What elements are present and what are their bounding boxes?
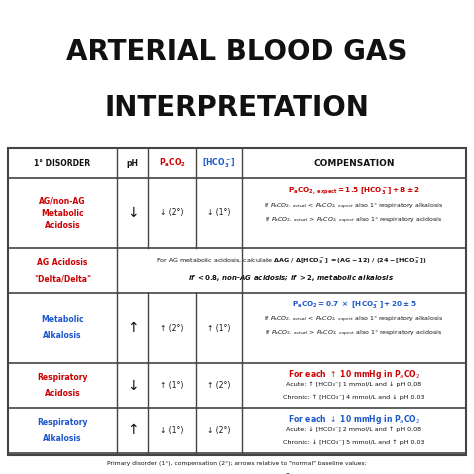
Text: ↑ (1°): ↑ (1°) [160, 381, 184, 390]
Text: ↓ (2°): ↓ (2°) [160, 209, 184, 218]
Text: ↓: ↓ [127, 206, 138, 220]
Text: AG/non-AG: AG/non-AG [39, 197, 86, 206]
Text: $\mathbf{[HCO_3^-]}$: $\mathbf{[HCO_3^-]}$ [202, 156, 236, 170]
Text: 1° DISORDER: 1° DISORDER [35, 158, 91, 167]
Text: INTERPRETATION: INTERPRETATION [105, 94, 369, 122]
Text: For AG metabolic acidosis, calculate $\mathbf{\Delta AG\ /\ \Delta[HCO_3^-]}$ $\: For AG metabolic acidosis, calculate $\m… [156, 256, 427, 265]
Bar [8, 148, 466, 455]
Text: If $P_aCO_{2,\ actual}$ > $P_aCO_{2,\ expect}$ also 1° respiratory acidosis: If $P_aCO_{2,\ actual}$ > $P_aCO_{2,\ ex… [265, 329, 443, 339]
Text: If $P_aCO_{2,\ actual}$ > $P_aCO_{2,\ expect}$ also 1° respiratory acidosis: If $P_aCO_{2,\ actual}$ > $P_aCO_{2,\ ex… [265, 216, 443, 226]
Text: Chronic: ↓ [HCO₃⁻] 5 mmol/L and ↑ pH 0.03: Chronic: ↓ [HCO₃⁻] 5 mmol/L and ↑ pH 0.0… [283, 440, 425, 446]
Text: ↑ (1°): ↑ (1°) [207, 323, 231, 332]
Text: Chronic: ↑ [HCO₃⁻] 4 mmol/L and ↓ pH 0.03: Chronic: ↑ [HCO₃⁻] 4 mmol/L and ↓ pH 0.0… [283, 395, 425, 401]
Text: if $\mathbf{< 0.8}$, non-AG acidosis; if $\mathbf{> 2}$, metabolic alkalosis: if $\mathbf{< 0.8}$, non-AG acidosis; if… [189, 272, 394, 283]
Text: Primary disorder (1°), compensation (2°); arrows relative to "normal" baseline v: Primary disorder (1°), compensation (2°)… [107, 461, 367, 466]
Text: If $P_aCO_{2,\ actual}$ < $P_aCO_{2,\ expect}$ also 1° respiratory alkalosis: If $P_aCO_{2,\ actual}$ < $P_aCO_{2,\ ex… [264, 202, 444, 212]
Text: For each $\downarrow$ 10 mmHg in P$_a$CO$_2$: For each $\downarrow$ 10 mmHg in P$_a$CO… [288, 413, 420, 426]
Text: $\mathbf{P_aCO_2 = 0.7\ \times\ [HCO_3^-] + 20 \pm 5}$: $\mathbf{P_aCO_2 = 0.7\ \times\ [HCO_3^-… [292, 299, 416, 310]
Text: Acute: ↓ [HCO₃⁻] 2 mmol/L and ↑ pH 0.08: Acute: ↓ [HCO₃⁻] 2 mmol/L and ↑ pH 0.08 [286, 427, 421, 432]
Text: If $P_aCO_{2,\ actual}$ < $P_aCO_{2,\ expect}$ also 1° respiratory alkalosis: If $P_aCO_{2,\ actual}$ < $P_aCO_{2,\ ex… [264, 315, 444, 325]
Text: ↓: ↓ [127, 379, 138, 392]
Text: Acute: ↑ [HCO₃⁻] 1 mmol/L and ↓ pH 0.08: Acute: ↑ [HCO₃⁻] 1 mmol/L and ↓ pH 0.08 [286, 382, 421, 387]
Text: pH: pH [127, 158, 138, 167]
Text: ↑: ↑ [127, 423, 138, 438]
Text: Respiratory: Respiratory [37, 373, 88, 382]
Text: ARTERIAL BLOOD GAS: ARTERIAL BLOOD GAS [66, 38, 408, 66]
Text: $\mathbf{P_aCO_2}$: $\mathbf{P_aCO_2}$ [158, 157, 185, 169]
Text: ↑: ↑ [127, 321, 138, 335]
Text: Metabolic: Metabolic [41, 209, 84, 218]
Text: Alkalosis: Alkalosis [43, 331, 82, 340]
Text: Metabolic: Metabolic [41, 316, 84, 325]
Text: For each $\uparrow$ 10 mmHg in P$_a$CO$_2$: For each $\uparrow$ 10 mmHg in P$_a$CO$_… [288, 368, 420, 381]
Text: AG Acidosis: AG Acidosis [37, 258, 88, 267]
Text: ↓ (1°): ↓ (1°) [160, 426, 184, 435]
Text: Acidosis: Acidosis [45, 220, 80, 229]
Text: Alkalosis: Alkalosis [43, 434, 82, 443]
Text: ↑ (2°): ↑ (2°) [207, 381, 231, 390]
Text: Acidosis: Acidosis [45, 389, 80, 398]
Text: $\mathbf{P_aCO_{2,\ expect}}$$\mathbf{= 1.5\ [HCO_3^-] + 8 \pm 2}$: $\mathbf{P_aCO_{2,\ expect}}$$\mathbf{= … [288, 186, 420, 197]
Text: ↑ (2°): ↑ (2°) [160, 323, 184, 332]
Text: COMPENSATION: COMPENSATION [313, 158, 395, 167]
Text: Respiratory: Respiratory [37, 418, 88, 427]
Text: pH 7.35 - 7.45, $\mathbf{P_aCO_2}$ 35 - 45 mmHg and $\mathbf{[HCO_3^-]}$ 22 - 26: pH 7.35 - 7.45, $\mathbf{P_aCO_2}$ 35 - … [134, 473, 340, 474]
Text: ↓ (1°): ↓ (1°) [207, 209, 231, 218]
Text: ↓ (2°): ↓ (2°) [207, 426, 231, 435]
Text: "Delta/Delta": "Delta/Delta" [34, 274, 91, 283]
